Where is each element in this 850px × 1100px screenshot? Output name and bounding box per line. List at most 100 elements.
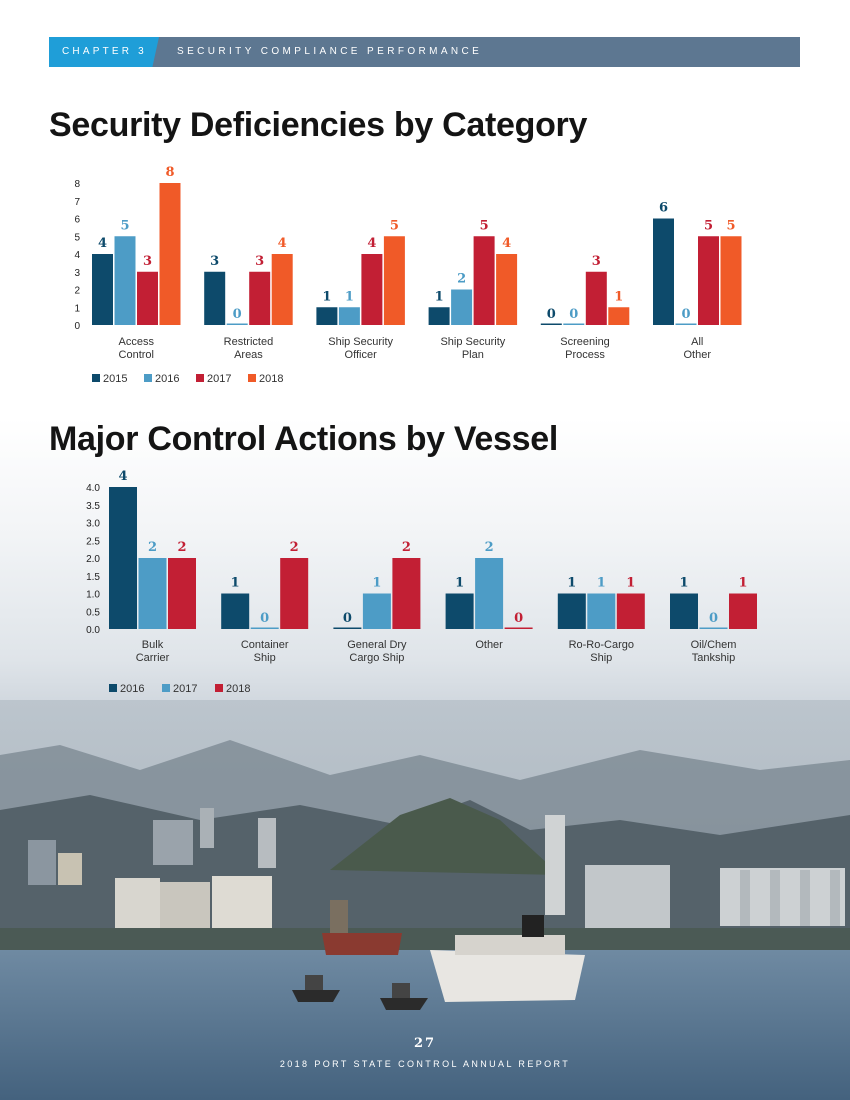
data-label: 4	[502, 236, 511, 251]
page-number: 27	[413, 1036, 437, 1051]
category-label: Container	[241, 639, 289, 651]
bar-2016	[451, 289, 473, 325]
bar-2017	[475, 558, 504, 629]
category-label: Areas	[234, 349, 263, 361]
data-label: 2	[148, 540, 157, 555]
category-label: Other	[475, 639, 503, 651]
category-label: General Dry	[347, 639, 407, 651]
bar-2015	[204, 271, 226, 325]
category-label: Control	[119, 349, 154, 361]
category-label: Ship	[590, 652, 612, 664]
legend-swatch	[196, 374, 204, 382]
bar-2016	[557, 593, 586, 629]
data-label: 2	[290, 540, 299, 555]
category-label: All	[691, 336, 703, 348]
data-label: 1	[345, 289, 354, 304]
data-label: 2	[177, 540, 186, 555]
data-label: 0	[709, 611, 718, 626]
y-tick-label: 7	[74, 197, 80, 208]
data-label: 3	[143, 254, 152, 269]
chapter-tab	[49, 37, 159, 67]
bar-2017	[249, 271, 271, 325]
bar-2016	[338, 307, 360, 325]
chapter-label: CHAPTER 3	[62, 46, 147, 57]
bar-2017	[138, 558, 167, 629]
bar-2018	[720, 236, 742, 325]
deficiencies-chart-title: Security Deficiencies by Category	[49, 106, 588, 144]
legend-label: 2016	[155, 373, 179, 385]
y-tick-label: 1.0	[86, 590, 100, 601]
bar-2016	[675, 323, 697, 325]
data-label: 1	[597, 576, 606, 591]
data-label: 1	[435, 289, 444, 304]
bar-2018	[616, 593, 645, 629]
y-tick-label: 3.5	[86, 501, 100, 512]
category-label: Plan	[462, 349, 484, 361]
category-label: Tankship	[692, 652, 735, 664]
bar-2017	[587, 593, 616, 629]
data-label: 5	[704, 218, 713, 233]
data-label: 0	[233, 307, 242, 322]
bar-2016	[333, 627, 362, 629]
data-label: 3	[255, 254, 264, 269]
legend-label: 2016	[120, 683, 144, 695]
legend-label: 2017	[207, 373, 231, 385]
legend-label: 2018	[259, 373, 283, 385]
bar-2016	[114, 236, 136, 325]
data-label: 3	[592, 254, 601, 269]
category-label: Ship Security	[440, 336, 505, 348]
data-label: 5	[120, 218, 129, 233]
legend-swatch	[162, 684, 170, 692]
data-label: 2	[485, 540, 494, 555]
security-deficiencies-chart: 0123456784538AccessControl3034Restricted…	[74, 165, 742, 385]
data-label: 5	[480, 218, 489, 233]
data-label: 0	[343, 611, 352, 626]
category-label: Officer	[345, 349, 378, 361]
category-label: Restricted	[224, 336, 274, 348]
y-tick-label: 1.5	[86, 572, 100, 583]
bar-2015	[540, 323, 562, 325]
bar-2016	[670, 593, 698, 629]
bar-2017	[361, 254, 383, 325]
y-tick-label: 8	[74, 179, 80, 190]
data-label: 1	[322, 289, 331, 304]
bar-2018	[159, 183, 181, 325]
report-footer: 2018 PORT STATE CONTROL ANNUAL REPORT	[279, 1059, 571, 1069]
category-label: Ship Security	[328, 336, 393, 348]
bar-2017	[137, 271, 158, 325]
bar-2017	[585, 271, 607, 325]
category-label: Other	[683, 349, 711, 361]
data-label: 4	[98, 236, 107, 251]
legend-swatch	[92, 374, 100, 382]
bar-2018	[504, 627, 533, 629]
category-label: Ship	[254, 652, 276, 664]
y-tick-label: 0.0	[86, 625, 100, 636]
bar-2015	[92, 254, 113, 325]
data-label: 4	[367, 236, 376, 251]
bar-2015	[428, 307, 450, 325]
bar-2018	[608, 307, 630, 325]
data-label: 0	[514, 611, 523, 626]
bar-2018	[392, 558, 421, 629]
bar-2016	[109, 487, 137, 629]
bar-2017	[362, 593, 391, 629]
data-label: 2	[402, 540, 411, 555]
actions-chart-title: Major Control Actions by Vessel	[49, 420, 559, 458]
bar-2015	[653, 218, 674, 325]
data-label: 6	[659, 201, 668, 216]
bar-2017	[699, 627, 728, 629]
y-tick-label: 0	[74, 321, 80, 332]
data-label: 4	[278, 236, 287, 251]
category-label: Carrier	[136, 652, 170, 664]
data-label: 1	[626, 576, 635, 591]
y-tick-label: 2	[74, 286, 80, 297]
data-label: 1	[231, 576, 240, 591]
y-tick-label: 3.0	[86, 519, 100, 530]
y-tick-label: 4.0	[86, 483, 100, 494]
chapter-header-bar	[49, 37, 800, 67]
y-tick-label: 6	[74, 215, 80, 226]
bar-2016	[563, 323, 585, 325]
bar-2016	[445, 593, 474, 629]
data-label: 1	[738, 576, 747, 591]
data-label: 1	[614, 289, 623, 304]
